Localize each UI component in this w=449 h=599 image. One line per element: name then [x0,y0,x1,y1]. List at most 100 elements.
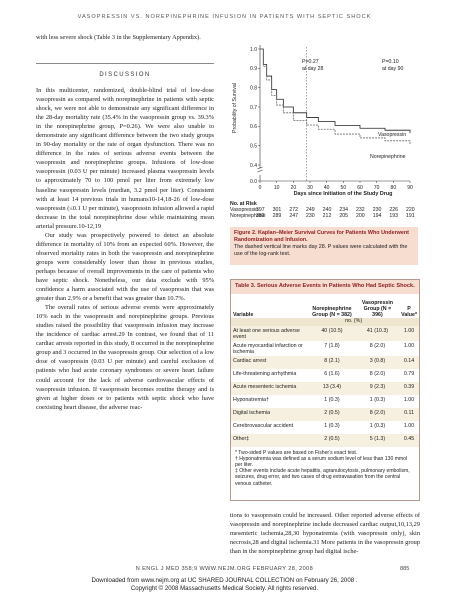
y-tick-label: 0.7 [250,105,257,111]
paragraph-3: The overall rates of serious adverse eve… [36,304,214,411]
at-risk-count: 200 [356,213,365,220]
section-heading: DISCUSSION [99,72,151,78]
section-rule [36,63,214,64]
y-tick-label: 0.8 [250,85,257,91]
axis-break-mark [257,169,263,173]
table-row: Other‡ 2 (0.5) 5 (1.3) 0.45 [231,433,419,447]
cell-p-value: 1.00 [403,328,415,334]
cell-variable: Life-threatening arrhythmia [233,370,297,377]
table-row: Life-threatening arrhythmia 6 (1.6) 8 (2.0… [231,368,419,382]
at-risk-count: 212 [322,213,332,220]
paragraph-2: Our study was prospectively powered to d… [36,231,214,303]
adverse-events-table: Variable Norepinephrine Group (N = 382) … [231,296,419,447]
cell-norepi: 6 (1.6) [324,370,340,377]
legend-vasopressin: Vasopressin [378,132,406,138]
cell-vaso: 8 (2.0) [369,370,386,377]
cell-norepi: 7 (1.8) [324,342,340,349]
cell-norepi: 2 (0.5) [324,435,340,442]
y-tick-label: 0.5 [250,143,257,149]
cell-p-value: 1.00 [403,396,415,403]
table-row: Acute myocardial infarction or ischemia 7… [231,340,419,356]
at-risk-count: 240 [322,207,332,213]
cell-norepi: 1 (0.3) [324,422,340,429]
annotation-day28-line2: at day 28 [302,66,323,72]
cell-p-value: 0.79 [403,370,415,377]
col-header-vaso: Vasopressin Group (N = 396) [361,300,394,318]
at-risk-count: 289 [272,213,282,220]
annotation-day28: P=0.27 [302,59,319,65]
figure-caption-body: The dashed vertical line marks day 28. P… [234,244,408,258]
series-line-norepinephrine [260,48,411,145]
download-notice: Downloaded from www.nejm.org at UC SHARE… [91,577,358,584]
figure-caption: Figure 2. Kaplan–Meier Survival Curves f… [230,227,418,265]
cell-p-value: 1.00 [403,422,415,429]
discussion-body: In this multicenter, randomized, double-… [36,86,214,412]
cell-vaso: 1 (0.3) [369,396,386,403]
cell-norepi: 13 (3.4) [322,383,342,390]
at-risk-count: 234 [339,207,348,213]
at-risk-count: 272 [289,207,298,213]
table-row: Cerebrovascular accident 1 (0.3) 1 (0.3) 1.… [231,420,419,434]
footnote-3: ‡ Other events include acute hepatitis, … [235,468,410,487]
table-row: Hyponatremia† 1 (0.3) 1 (0.3) 1.00 [231,394,419,408]
axis-break-mark [257,166,263,170]
cell-vaso: 3 (0.8) [369,357,386,364]
at-risk-count: 220 [406,207,415,213]
table-title: Table 3. Serious Adverse Events in Patie… [231,280,419,294]
survival-chart: Probability of Survival Days since Initi… [232,45,413,197]
table-title-text: Serious Adverse Events in Patients Who H… [256,283,415,289]
table-row: Acute mesenteric ischemia 13 (3.4) 9 (2.3)… [231,381,419,395]
x-tick-label: 90 [407,185,413,191]
cell-variable: Hyponatremia† [233,396,269,403]
at-risk-count: 397 [256,207,265,213]
at-risk-group-name: Vasopressin [230,207,259,213]
legend-norepinephrine: Norepinephrine [370,154,406,160]
col-header-variable: Variable [233,312,254,318]
col-header-norepi: Norepinephrine Group (N = 382) [312,306,352,318]
cell-vaso: 1 (0.3) [369,422,386,429]
cell-variable: Acute mesenteric ischemia [233,383,297,390]
at-risk-count: 232 [356,207,365,213]
at-risk-count: 194 [372,213,382,220]
at-risk-count: 382 [256,213,265,220]
at-risk-count: 191 [406,213,415,220]
cell-norepi: 2 (0.5) [324,409,340,416]
x-tick-label: 40 [324,185,330,191]
col-header-p: P Value* [401,306,418,318]
cell-p-value: 0.39 [403,383,415,390]
x-tick-label: 70 [374,185,380,191]
y-tick-label: 0.9 [250,66,257,72]
cell-p-value: 0.45 [403,435,415,442]
x-tick-label: 80 [391,185,397,191]
table-row: At least one serious adverse event 40 (10… [231,326,419,341]
cell-p-value: 0.14 [403,357,415,364]
copyright-notice: Copyright © 2008 Massachusetts Medical S… [130,585,319,592]
cell-vaso: 5 (1.3) [369,435,386,442]
at-risk-count: 301 [272,207,282,213]
cell-norepi: 8 (2.1) [324,357,340,364]
at-risk-table: No. at Risk Vasopressin 397 301 272 249 240 23… [230,201,418,220]
journal-footer: N ENGL J MED 358;9 WWW.NEJM.ORG FEBRUARY… [135,566,314,572]
at-risk-title: No. at Risk [230,201,257,207]
table-label: Table 3. [235,283,256,289]
at-risk-count: 230 [372,207,382,213]
right-column-text: tions to vasopressin could be increased.… [230,512,420,556]
y-tick-label: 0.4 [250,163,257,169]
cell-norepi: 1 (0.3) [324,396,340,403]
cell-variable: At least one serious adverse event [233,328,300,341]
cell-p-value: 1.00 [403,342,415,349]
at-risk-row: Vasopressin 397 301 272 249 240 234 232 230 226 22… [230,207,418,213]
unit-row: no. (%) [345,318,363,324]
running-head: VASOPRESSIN VS. NOREPINEPHRINE INFUSION … [77,14,372,20]
y-tick-label: 0.6 [250,124,257,130]
cell-variable: Acute myocardial infarction or ischemia [233,342,303,356]
at-risk-count: 247 [289,213,298,220]
cell-variable: Cardiac arrest [233,357,267,364]
x-tick-label: 30 [307,185,313,191]
cell-p-value: 0.11 [404,409,415,416]
x-tick-label: 10 [274,185,280,191]
at-risk-count: 226 [389,207,399,213]
x-tick-label: 0 [259,185,262,191]
at-risk-row: Norepinephrine 382 289 247 230 212 205 200 194 19… [230,213,418,219]
intro-text: with less severe shock (Table 3 in the S… [36,34,201,41]
